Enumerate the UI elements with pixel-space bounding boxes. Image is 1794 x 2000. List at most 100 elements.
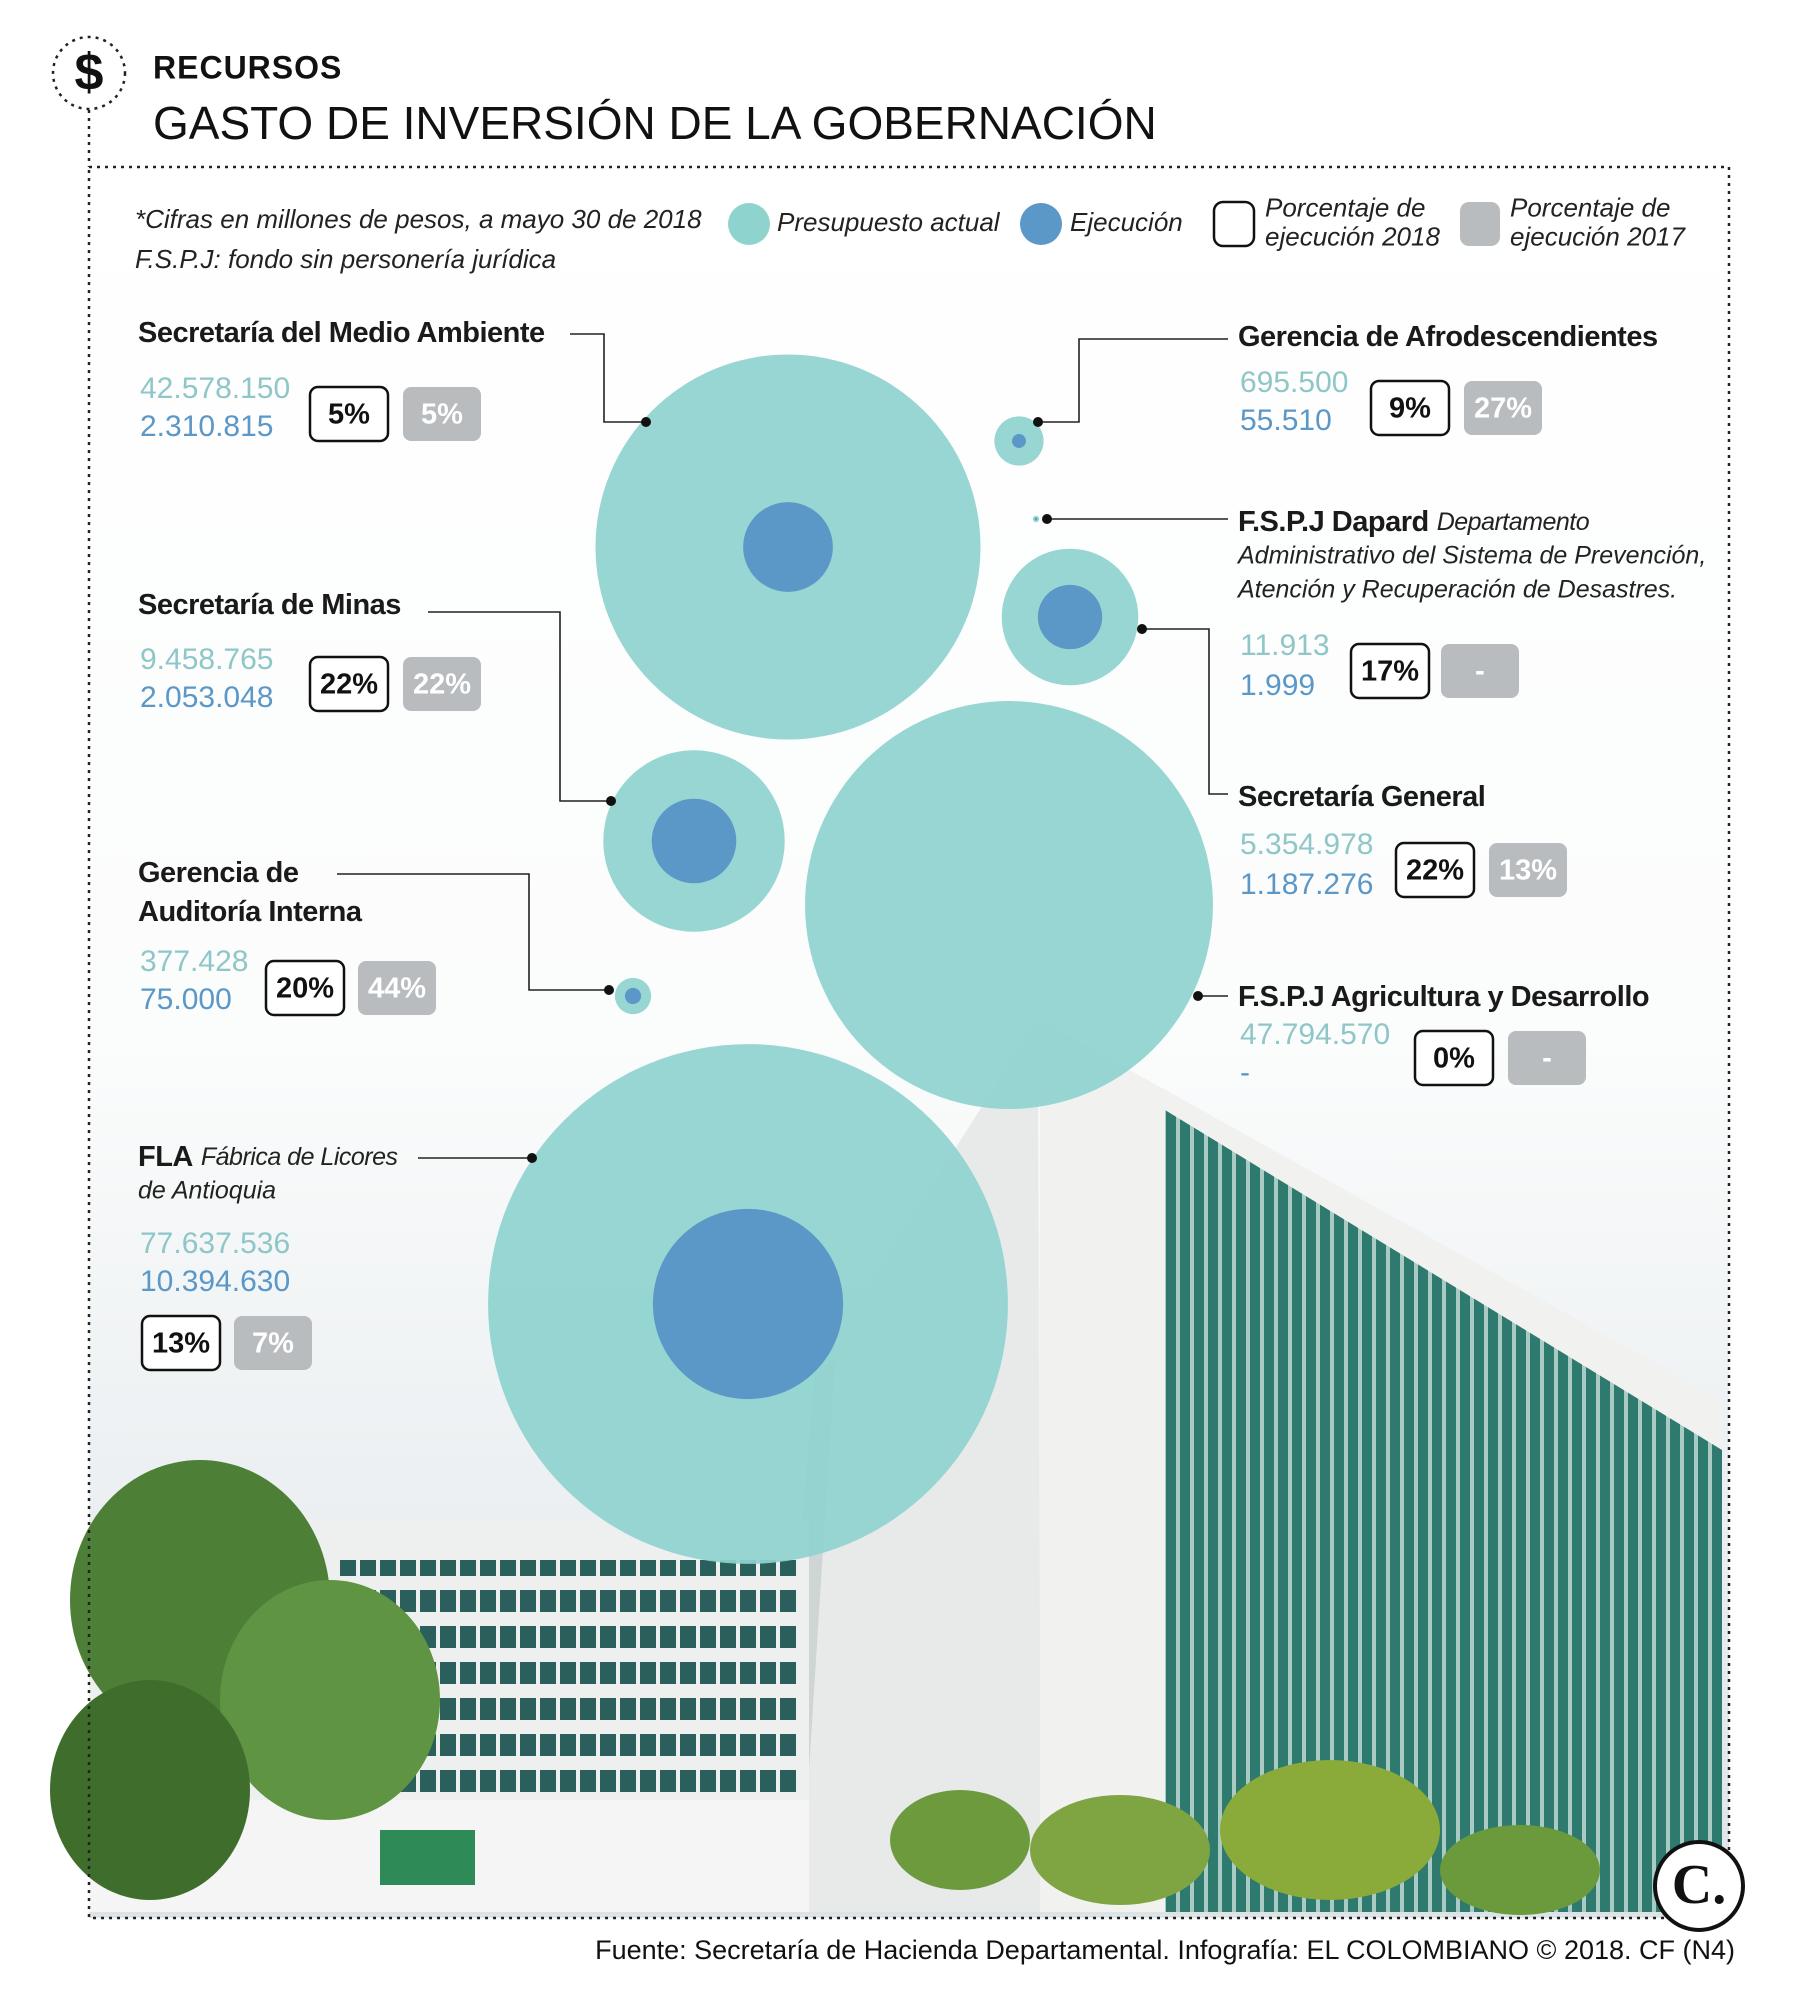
budget-bubble	[805, 701, 1213, 1109]
pct-2018-box	[1394, 841, 1476, 899]
item-name-text: Gerencia de Afrodescendientes	[1238, 321, 1658, 353]
pct-2017-box	[403, 387, 481, 441]
pct-2017-box	[358, 961, 436, 1015]
pct-2017-label: -	[1542, 1043, 1552, 1075]
source: Fuente: Secretaría de Hacienda Departame…	[595, 1935, 1735, 1965]
execution-value: 2.310.815	[140, 410, 273, 443]
pct-2018-box	[264, 959, 346, 1017]
pct-2018-box	[140, 1314, 222, 1372]
item-name-text: Secretaría del Medio Ambiente	[138, 317, 545, 349]
labels: Secretaría del Medio Ambiente 42.578.150 2…	[138, 317, 1706, 1372]
connector	[1038, 338, 1228, 423]
execution-value: 10.394.630	[140, 1265, 290, 1298]
pct-2017-label: 5%	[421, 399, 463, 431]
execution-bubble	[1037, 584, 1103, 650]
item-name: F.S.P.J Agricultura y Desarrollo	[1238, 981, 1649, 1013]
item-name: Gerencia de	[138, 857, 299, 889]
pct-2018-label: 17%	[1361, 656, 1419, 688]
budget-value: 9.458.765	[140, 643, 273, 676]
item-name-text: FLA	[138, 1141, 193, 1173]
connector-dot	[1137, 624, 1147, 634]
connector-dot	[604, 985, 614, 995]
legend-label: ejecución 2017	[1510, 221, 1686, 251]
frame	[87, 165, 1731, 1920]
legend-label: Presupuesto actual	[777, 207, 1001, 237]
pct-2017-label: -	[1475, 656, 1485, 688]
kicker: RECURSOS	[153, 49, 342, 85]
execution-bubble	[743, 502, 833, 592]
pct-2017-label: 7%	[252, 1328, 294, 1360]
note: F.S.P.J: fondo sin personería jurídica	[135, 244, 556, 274]
item-name: Secretaría de Minas	[138, 589, 401, 621]
item-name: Secretaría del Medio Ambiente	[138, 317, 545, 349]
connector-dot	[641, 417, 651, 427]
item-name: Secretaría General	[1238, 781, 1485, 813]
pct-2017-box	[1441, 644, 1519, 698]
pct-2018-label: 5%	[328, 399, 370, 431]
item-description: de Antioquia	[138, 1177, 276, 1205]
pct-2017-label: 22%	[413, 669, 471, 701]
budget-value: 47.794.570	[1240, 1018, 1390, 1051]
connector	[1142, 628, 1228, 795]
bubbles	[488, 354, 1213, 1564]
execution-value: 75.000	[140, 983, 232, 1016]
legend-swatch	[1460, 202, 1500, 246]
title: GASTO DE INVERSIÓN DE LA GOBERNACIÓN	[153, 97, 1157, 149]
legend-swatch	[728, 203, 770, 245]
item-name-text: F.S.P.J Agricultura y Desarrollo	[1238, 981, 1649, 1013]
pct-2018-box	[1369, 379, 1451, 437]
item-description: Administrativo del Sistema de Prevención…	[1236, 542, 1706, 570]
execution-value: -	[1240, 1056, 1250, 1089]
execution-value: 2.053.048	[140, 681, 273, 714]
budget-value: 11.913	[1240, 629, 1330, 662]
item-name-text: Auditoría Interna	[138, 896, 363, 928]
item-name-text: Gerencia de	[138, 857, 299, 889]
pct-2018-box	[308, 655, 390, 713]
pct-2017-box	[1508, 1031, 1586, 1085]
budget-value: 377.428	[140, 945, 248, 978]
item-name-text: Secretaría de Minas	[138, 589, 401, 621]
budget-value: 695.500	[1240, 366, 1348, 399]
legend-swatch	[1212, 200, 1256, 248]
pct-2018-box	[1349, 642, 1431, 700]
connector-dot	[1193, 991, 1203, 1001]
legend-label: Porcentaje de	[1265, 192, 1425, 222]
item-description: Fábrica de Licores	[201, 1143, 398, 1171]
pct-2018-label: 13%	[152, 1328, 210, 1360]
item-name: Gerencia de Afrodescendientes	[1238, 321, 1658, 353]
item-description: Departamento	[1437, 508, 1590, 536]
pct-2018-label: 0%	[1433, 1043, 1475, 1075]
icon-circle	[51, 35, 127, 111]
execution-bubble	[651, 798, 737, 884]
item-name-text: F.S.P.J Dapard	[1238, 506, 1429, 538]
connector-dot	[527, 1153, 537, 1163]
execution-bubble	[1012, 434, 1026, 448]
item-name: FLA Fábrica de Licores	[138, 1141, 398, 1173]
pct-2017-label: 44%	[368, 973, 426, 1005]
note: *Cifras en millones de pesos, a mayo 30 …	[135, 204, 702, 234]
item-name: Auditoría Interna	[138, 896, 363, 928]
pct-2017-box	[234, 1316, 312, 1370]
item-name-text: Secretaría General	[1238, 781, 1485, 813]
pct-2018-label: 9%	[1389, 393, 1431, 425]
pct-2018-label: 22%	[320, 669, 378, 701]
legend-swatch	[1020, 203, 1062, 245]
budget-value: 5.354.978	[1240, 828, 1373, 861]
pct-2017-box	[1464, 381, 1542, 435]
budget-value: 77.637.536	[140, 1227, 290, 1260]
legend-label: ejecución 2018	[1265, 221, 1440, 251]
execution-value: 1.187.276	[1240, 868, 1373, 901]
execution-bubble	[624, 987, 642, 1005]
execution-bubble	[652, 1208, 844, 1400]
connector-dot	[1033, 417, 1043, 427]
pct-2017-label: 27%	[1474, 393, 1532, 425]
execution-value: 55.510	[1240, 404, 1332, 437]
execution-value: 1.999	[1240, 669, 1315, 702]
connector	[337, 873, 609, 991]
pct-2018-box	[1413, 1029, 1495, 1087]
pct-2017-box	[1489, 843, 1567, 897]
pct-2018-label: 20%	[276, 973, 334, 1005]
legend-label: Ejecución	[1070, 207, 1183, 237]
logo: C.	[1672, 1854, 1726, 1916]
